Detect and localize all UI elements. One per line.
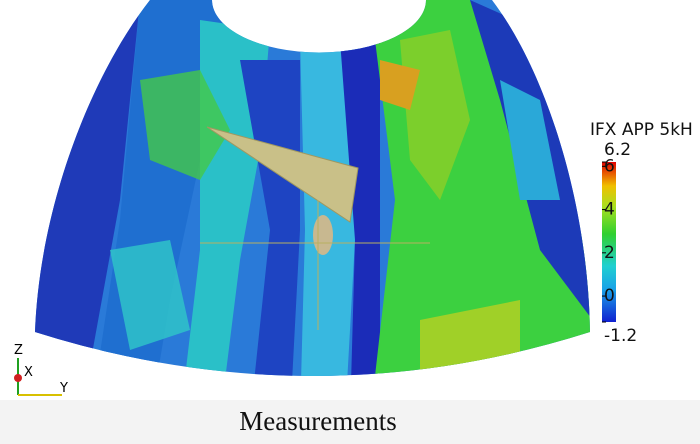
colorbar: IFX APP 5kH -1.2 0 2 4 66.2 xyxy=(590,120,693,346)
colorbar-title: IFX APP 5kH xyxy=(590,120,693,140)
axis-label: Z xyxy=(14,343,23,358)
tick-label: 6.2 xyxy=(604,140,631,160)
tick-label: 6 xyxy=(604,156,615,176)
tick-label: -1.2 xyxy=(604,326,637,346)
axis-label: X xyxy=(24,365,33,380)
axes-triad: Z X Y xyxy=(14,343,68,396)
body xyxy=(313,215,333,255)
tick-label: 2 xyxy=(604,243,615,263)
caption-band xyxy=(0,400,700,444)
axis-label: Y xyxy=(59,381,68,396)
caption: Measurements xyxy=(239,406,396,436)
wing xyxy=(206,126,359,223)
colorbar-gradient xyxy=(602,162,616,322)
tick-label: 0 xyxy=(604,286,615,306)
tick-label: 4 xyxy=(604,200,615,220)
